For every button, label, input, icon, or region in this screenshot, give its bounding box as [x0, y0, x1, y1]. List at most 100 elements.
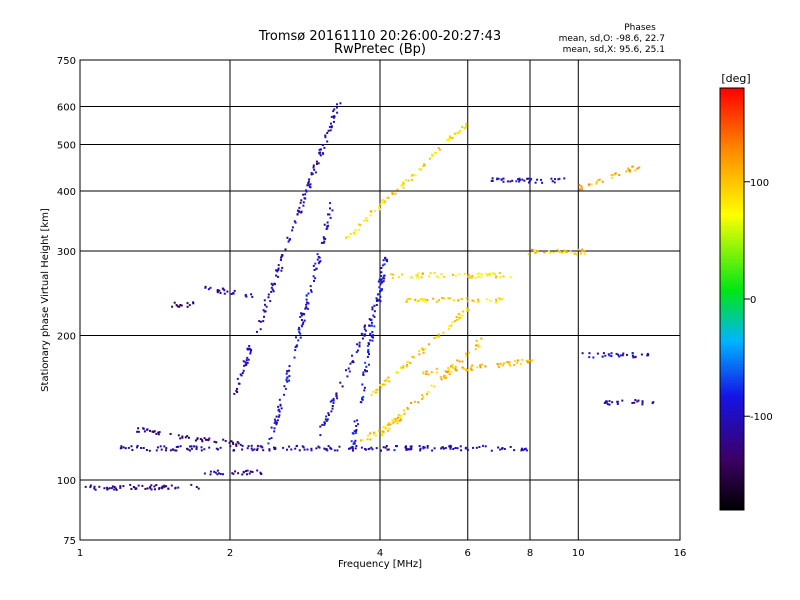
- data-point: [355, 429, 358, 431]
- data-point: [163, 485, 166, 488]
- data-point: [270, 290, 273, 293]
- data-point: [499, 448, 502, 451]
- data-point: [307, 180, 310, 183]
- data-point: [286, 236, 289, 239]
- data-point: [491, 179, 494, 182]
- data-point: [278, 398, 281, 401]
- data-point: [189, 445, 191, 448]
- phases-legend-title: Phases: [624, 23, 656, 33]
- data-point: [392, 273, 395, 276]
- data-point: [365, 217, 368, 219]
- data-point: [305, 294, 308, 297]
- data-point: [217, 448, 219, 451]
- data-point: [417, 401, 420, 404]
- data-point: [137, 484, 140, 487]
- data-point: [451, 363, 454, 366]
- data-point: [460, 449, 463, 452]
- data-point: [498, 272, 501, 274]
- data-point: [611, 401, 614, 404]
- data-point: [256, 449, 259, 451]
- data-point: [465, 125, 467, 128]
- data-point: [347, 235, 350, 238]
- data-point: [319, 151, 322, 154]
- data-point: [554, 178, 556, 181]
- data-point: [490, 449, 493, 452]
- data-point: [248, 347, 251, 350]
- data-point: [106, 486, 108, 489]
- data-point: [631, 354, 634, 357]
- data-point: [379, 275, 382, 277]
- data-point: [435, 300, 438, 303]
- data-point: [383, 263, 386, 266]
- data-point: [455, 369, 458, 372]
- data-point: [327, 414, 330, 416]
- data-point: [461, 314, 464, 317]
- data-point: [245, 470, 247, 473]
- data-point: [299, 201, 302, 204]
- data-point: [275, 415, 278, 418]
- data-point: [216, 291, 219, 294]
- data-point: [290, 448, 293, 451]
- data-point: [371, 308, 374, 311]
- data-point: [300, 319, 303, 321]
- data-point: [406, 363, 408, 366]
- data-point: [476, 366, 479, 369]
- data-point: [177, 445, 180, 448]
- data-point: [399, 419, 402, 422]
- y-tick-label: 75: [63, 536, 76, 547]
- data-point: [448, 445, 451, 448]
- data-point: [154, 488, 156, 491]
- data-point: [454, 447, 457, 449]
- data-point: [300, 211, 303, 214]
- data-point: [336, 111, 339, 114]
- data-point: [438, 148, 441, 151]
- data-point: [367, 348, 370, 351]
- data-point: [479, 364, 482, 367]
- y-tick-label: 400: [57, 187, 76, 198]
- data-point: [440, 376, 443, 379]
- data-point: [547, 250, 550, 253]
- data-point: [235, 443, 238, 446]
- data-point: [304, 193, 307, 196]
- data-point: [323, 237, 325, 240]
- data-point: [223, 292, 226, 295]
- data-point: [233, 392, 236, 395]
- data-point: [355, 445, 358, 447]
- data-point: [526, 361, 529, 364]
- data-point: [406, 407, 409, 410]
- data-point: [310, 172, 313, 174]
- data-point: [315, 160, 318, 163]
- data-point: [294, 221, 297, 224]
- data-point: [421, 273, 424, 275]
- data-point: [248, 345, 251, 347]
- data-point: [332, 115, 335, 118]
- data-point: [346, 375, 349, 378]
- data-point: [332, 402, 335, 404]
- data-point: [378, 206, 380, 209]
- data-point: [190, 447, 193, 450]
- data-point: [294, 349, 297, 352]
- data-point: [581, 352, 584, 355]
- data-point: [374, 210, 377, 212]
- data-point: [347, 367, 350, 370]
- data-point: [370, 335, 373, 338]
- data-point: [310, 447, 313, 450]
- data-point: [276, 419, 279, 422]
- data-point: [604, 401, 607, 404]
- data-point: [331, 407, 334, 410]
- data-point: [242, 360, 245, 363]
- data-point: [402, 181, 404, 184]
- data-point: [249, 470, 252, 473]
- data-point: [592, 356, 595, 359]
- data-point: [216, 473, 219, 476]
- data-point: [423, 164, 426, 167]
- data-point: [336, 397, 339, 400]
- data-point: [634, 169, 637, 172]
- data-point: [309, 285, 312, 288]
- data-point: [477, 343, 479, 346]
- data-point: [313, 279, 315, 282]
- data-point: [463, 127, 466, 130]
- data-point: [513, 449, 516, 452]
- data-point: [451, 366, 454, 368]
- data-point: [494, 276, 497, 279]
